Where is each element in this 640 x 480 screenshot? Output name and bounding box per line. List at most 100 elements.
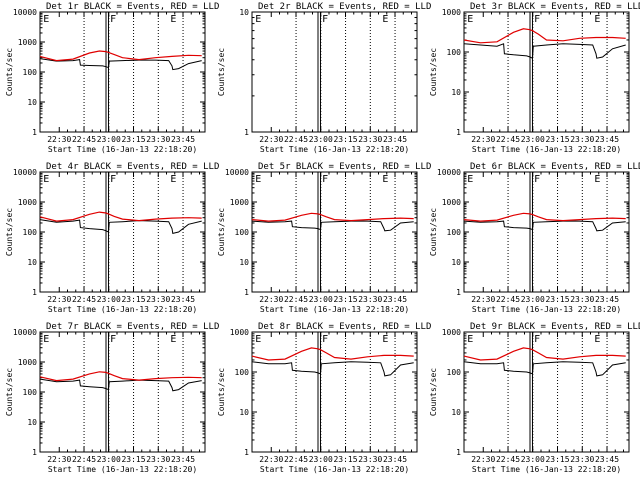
x-tick-label: 23:30: [570, 455, 594, 464]
x-tick-label: 23:15: [545, 295, 569, 304]
orbit-marker: E: [43, 174, 49, 185]
y-tick-label: 100: [235, 228, 250, 237]
x-tick-label: 23:15: [121, 135, 145, 144]
y-tick-label: 10000: [225, 168, 249, 177]
x-tick-label: 23:00: [97, 455, 121, 464]
y-tick-label: 10000: [13, 328, 37, 337]
x-tick-label: 23:15: [121, 295, 145, 304]
y-tick-label: 10000: [13, 8, 37, 17]
y-axis-label: Counts/sec: [429, 368, 438, 416]
x-tick-label: 22:45: [284, 455, 308, 464]
events-series-line: [251, 220, 414, 232]
x-axis-label: Start Time (16-Jan-13 22:18:20): [48, 145, 197, 154]
y-tick-label: 1000: [18, 38, 37, 47]
x-tick-label: 23:00: [97, 135, 121, 144]
orbit-marker: F: [322, 174, 328, 185]
orbit-marker: F: [322, 334, 328, 345]
orbit-marker: F: [110, 174, 116, 185]
x-tick-label: 23:45: [171, 135, 195, 144]
y-tick-label: 10: [239, 258, 249, 267]
detector-panel-1: Det 1r BLACK = Events, RED = LLD 1 10 100 10…: [5, 2, 219, 154]
x-axis-label: Start Time (16-Jan-13 22:18:20): [260, 145, 409, 154]
plot-frame: [39, 11, 206, 133]
x-tick-label: 23:15: [545, 455, 569, 464]
detector-panel-3: Det 3r BLACK = Events, RED = LLD 1 10 100 10…: [429, 2, 640, 154]
y-axis-label: Counts/sec: [429, 48, 438, 96]
plot-frame: [251, 331, 418, 453]
x-axis-label: Start Time (16-Jan-13 22:18:20): [472, 305, 621, 314]
events-series-line: [39, 58, 202, 71]
x-tick-label: 23:45: [595, 455, 619, 464]
lld-series-line: [463, 28, 626, 44]
lld-series-line: [39, 211, 202, 222]
events-series-line: [463, 43, 626, 59]
x-tick-label: 22:30: [471, 135, 495, 144]
y-axis-label: Counts/sec: [217, 368, 226, 416]
y-tick-label: 10: [451, 258, 461, 267]
plot-frame: [463, 171, 630, 293]
y-tick-label: 10: [239, 8, 249, 17]
y-tick-label: 10000: [437, 168, 461, 177]
orbit-marker: E: [382, 334, 388, 345]
y-tick-label: 1: [32, 448, 37, 457]
x-tick-label: 22:45: [284, 135, 308, 144]
plot-frame: [39, 331, 206, 453]
panel-title: Det 7r BLACK = Events, RED = LLD: [46, 322, 219, 332]
y-tick-label: 1: [32, 128, 37, 137]
orbit-marker: E: [170, 14, 176, 25]
y-tick-label: 1: [456, 128, 461, 137]
y-tick-label: 10: [27, 98, 37, 107]
events-series-line: [463, 220, 626, 232]
y-tick-label: 1: [32, 288, 37, 297]
y-tick-label: 100: [23, 388, 38, 397]
y-tick-label: 1000: [18, 198, 37, 207]
lld-series-line: [39, 371, 202, 382]
x-tick-label: 22:30: [471, 455, 495, 464]
y-tick-label: 1000: [442, 198, 461, 207]
detector-panel-8: Det 8r BLACK = Events, RED = LLD 1 10 100 10…: [217, 322, 431, 474]
x-tick-label: 23:15: [121, 455, 145, 464]
y-axis-label: Counts/sec: [429, 208, 438, 256]
orbit-marker: E: [255, 334, 261, 345]
x-tick-label: 23:15: [333, 295, 357, 304]
y-tick-label: 10: [27, 418, 37, 427]
x-tick-label: 23:00: [521, 135, 545, 144]
y-tick-label: 1: [244, 128, 249, 137]
panel-title: Det 6r BLACK = Events, RED = LLD: [470, 162, 640, 172]
panel-title: Det 3r BLACK = Events, RED = LLD: [470, 2, 640, 12]
panel-title: Det 5r BLACK = Events, RED = LLD: [258, 162, 431, 172]
x-tick-label: 23:45: [171, 295, 195, 304]
x-tick-label: 22:30: [259, 135, 283, 144]
x-tick-label: 22:30: [259, 295, 283, 304]
x-tick-label: 23:00: [521, 455, 545, 464]
orbit-marker: E: [467, 334, 473, 345]
orbit-marker: E: [382, 14, 388, 25]
detector-panel-7: Det 7r BLACK = Events, RED = LLD 1 10 100 10…: [5, 322, 219, 474]
x-tick-label: 22:30: [47, 135, 71, 144]
lld-series-line: [251, 212, 414, 222]
orbit-marker: E: [594, 334, 600, 345]
y-tick-label: 100: [235, 368, 250, 377]
x-tick-label: 23:15: [545, 135, 569, 144]
x-tick-label: 22:30: [259, 455, 283, 464]
x-tick-label: 23:00: [309, 295, 333, 304]
orbit-marker: E: [467, 174, 473, 185]
x-tick-label: 22:45: [496, 295, 520, 304]
detector-panel-6: Det 6r BLACK = Events, RED = LLD 1 10 100 10…: [429, 162, 640, 314]
orbit-marker: F: [534, 334, 540, 345]
x-tick-label: 22:30: [47, 455, 71, 464]
y-tick-label: 1000: [18, 358, 37, 367]
orbit-marker: F: [110, 14, 116, 25]
x-tick-label: 23:45: [383, 295, 407, 304]
x-tick-label: 23:00: [521, 295, 545, 304]
plot-frame: [251, 11, 418, 133]
orbit-marker: E: [594, 14, 600, 25]
orbit-marker: F: [534, 174, 540, 185]
lld-series-line: [39, 50, 202, 62]
y-tick-label: 100: [447, 48, 462, 57]
orbit-marker: F: [110, 334, 116, 345]
orbit-marker: F: [534, 14, 540, 25]
y-tick-label: 1000: [442, 328, 461, 337]
x-tick-label: 23:00: [309, 455, 333, 464]
